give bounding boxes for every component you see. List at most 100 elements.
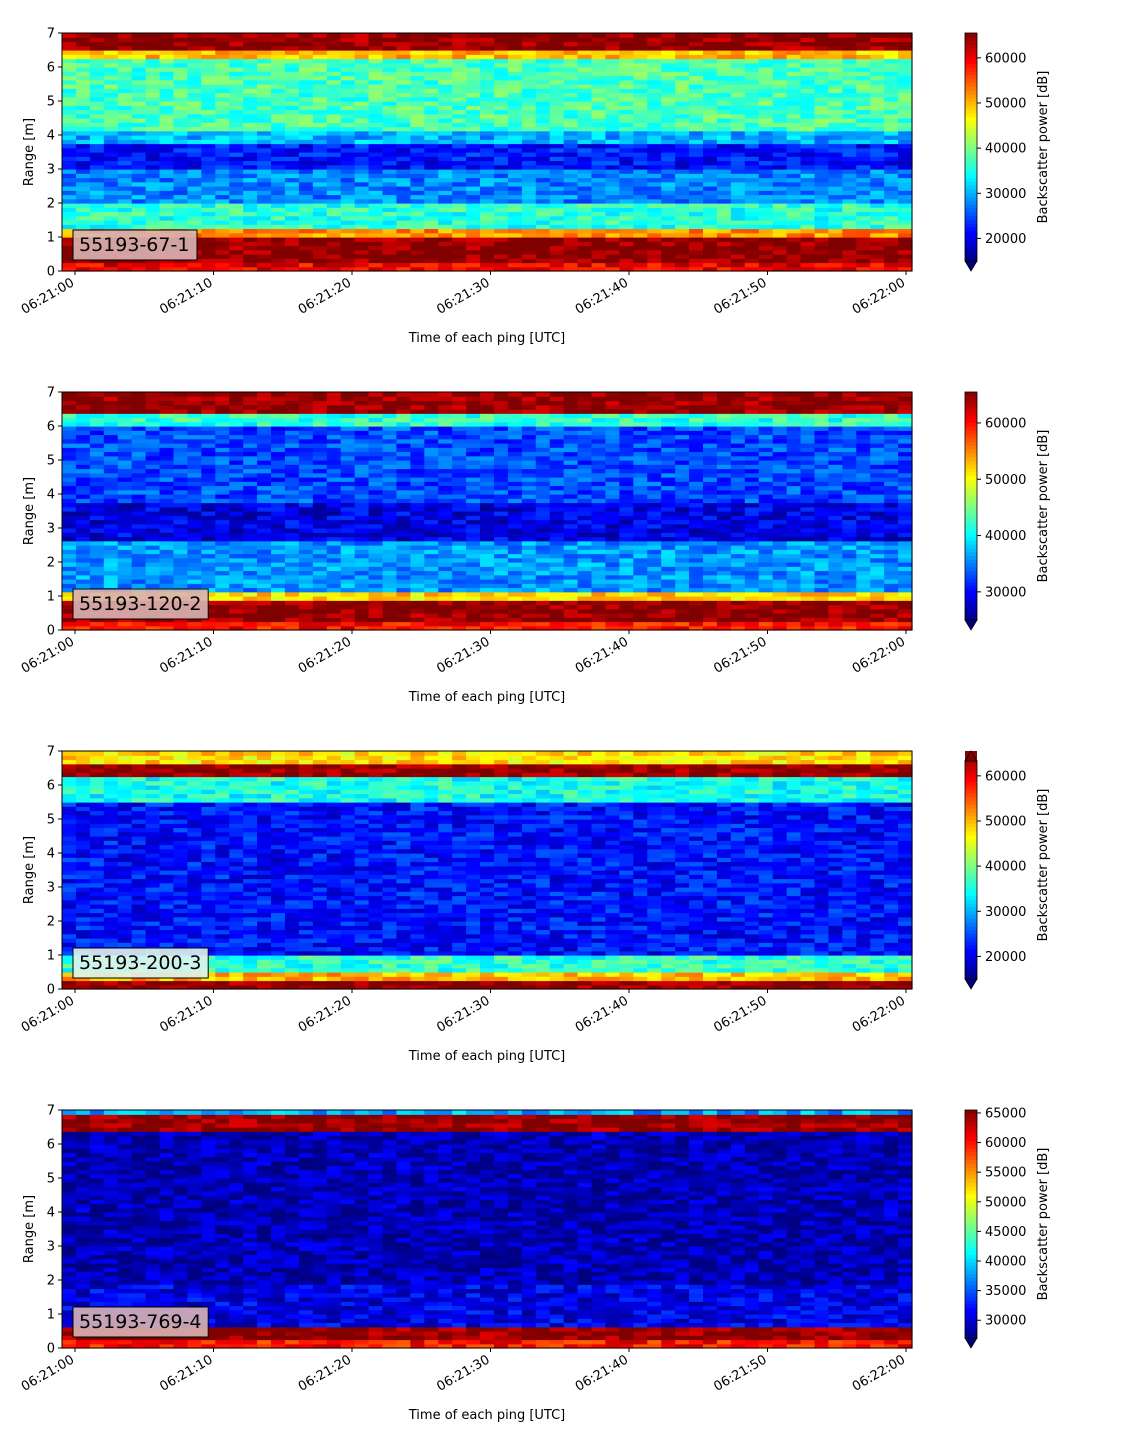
heatmap-cell bbox=[591, 177, 607, 183]
heatmap-cell bbox=[257, 621, 272, 627]
heatmap-cell bbox=[145, 566, 161, 572]
heatmap-cell bbox=[577, 88, 593, 94]
heatmap-cell bbox=[89, 536, 105, 542]
x-tick-label: 06:21:50 bbox=[711, 275, 769, 317]
colorbar-segment bbox=[965, 173, 977, 178]
heatmap-cell bbox=[229, 258, 244, 264]
heatmap-cell bbox=[159, 58, 175, 64]
heatmap-cell bbox=[898, 262, 913, 268]
heatmap-cell bbox=[716, 190, 732, 196]
heatmap-cell bbox=[284, 613, 300, 618]
heatmap-cell bbox=[493, 245, 509, 251]
heatmap-cell bbox=[215, 41, 230, 47]
heatmap-cell bbox=[354, 549, 370, 555]
heatmap-cell bbox=[800, 262, 816, 268]
heatmap-cell bbox=[326, 169, 342, 174]
heatmap-cell bbox=[215, 181, 230, 187]
heatmap-cell bbox=[814, 79, 829, 85]
heatmap-cell bbox=[633, 139, 648, 145]
heatmap-cell bbox=[145, 173, 161, 179]
heatmap-cell bbox=[605, 613, 620, 618]
heatmap-cell bbox=[842, 96, 857, 102]
heatmap-cell bbox=[884, 617, 899, 623]
heatmap-cell bbox=[675, 33, 690, 38]
heatmap-cell bbox=[605, 101, 620, 106]
heatmap-cell bbox=[605, 220, 620, 225]
heatmap-cell bbox=[438, 232, 453, 238]
heatmap-cell bbox=[633, 113, 648, 119]
heatmap-cell bbox=[257, 536, 272, 542]
heatmap-cell bbox=[619, 245, 634, 251]
heatmap-cell bbox=[215, 62, 230, 68]
heatmap-cell bbox=[466, 135, 481, 140]
heatmap-cell bbox=[424, 79, 439, 85]
heatmap-cell bbox=[354, 186, 370, 191]
heatmap-cell bbox=[772, 156, 788, 162]
heatmap-cell bbox=[75, 79, 91, 85]
heatmap-cell bbox=[354, 579, 370, 584]
heatmap-cell bbox=[312, 245, 328, 251]
heatmap-cell bbox=[814, 540, 829, 546]
heatmap-cell bbox=[647, 139, 662, 145]
heatmap-cell bbox=[131, 540, 147, 546]
heatmap-cell bbox=[452, 215, 467, 221]
heatmap-cell bbox=[424, 54, 439, 60]
heatmap-cell bbox=[856, 228, 871, 234]
heatmap-cell bbox=[173, 139, 189, 145]
heatmap-cell bbox=[591, 152, 607, 157]
heatmap-cell bbox=[647, 254, 662, 259]
heatmap-cell bbox=[452, 147, 467, 153]
heatmap-cell bbox=[591, 258, 607, 264]
heatmap-cell bbox=[675, 621, 690, 627]
y-tick-label: 6 bbox=[47, 61, 55, 76]
heatmap-cell bbox=[758, 604, 774, 610]
heatmap-cell bbox=[800, 58, 816, 64]
heatmap-cell bbox=[103, 75, 119, 81]
heatmap-cell bbox=[563, 71, 579, 77]
heatmap-cell bbox=[284, 75, 300, 81]
heatmap-cell bbox=[298, 203, 314, 208]
heatmap-cell bbox=[410, 203, 425, 208]
heatmap-cell bbox=[619, 570, 634, 576]
heatmap-cell bbox=[661, 79, 676, 85]
heatmap-cell bbox=[271, 553, 286, 559]
heatmap-cell bbox=[396, 532, 411, 538]
heatmap-cell bbox=[340, 135, 356, 140]
heatmap-cell bbox=[354, 126, 370, 132]
heatmap-cell bbox=[619, 198, 634, 204]
heatmap-cell bbox=[354, 207, 370, 213]
heatmap-cell bbox=[535, 549, 551, 555]
heatmap-cell bbox=[591, 536, 607, 542]
heatmap-cell bbox=[535, 570, 551, 576]
heatmap-cell bbox=[354, 164, 370, 170]
heatmap-cell bbox=[438, 621, 453, 627]
heatmap-cell bbox=[131, 262, 147, 268]
heatmap-cell bbox=[619, 203, 634, 208]
heatmap-cell bbox=[870, 152, 885, 157]
heatmap-cell bbox=[117, 266, 133, 272]
heatmap-cell bbox=[689, 41, 704, 47]
heatmap-cell bbox=[633, 621, 648, 627]
heatmap-cell bbox=[591, 570, 607, 576]
heatmap-cell bbox=[619, 617, 634, 623]
heatmap-cell bbox=[187, 156, 202, 162]
heatmap-cell bbox=[298, 156, 314, 162]
heatmap-cell bbox=[521, 164, 537, 170]
heatmap-cell bbox=[535, 143, 551, 149]
colorbar-tick-label: 30000 bbox=[985, 187, 1026, 202]
heatmap-cell bbox=[689, 207, 704, 213]
heatmap-cell bbox=[229, 88, 244, 94]
heatmap-cell bbox=[62, 62, 77, 68]
heatmap-cell bbox=[424, 245, 439, 251]
heatmap-cell bbox=[438, 105, 453, 111]
heatmap-cell bbox=[257, 37, 272, 43]
heatmap-cell bbox=[689, 130, 704, 136]
heatmap-cell bbox=[577, 169, 593, 174]
heatmap-cell bbox=[898, 160, 913, 166]
heatmap-cell bbox=[396, 617, 411, 623]
colorbar-segment bbox=[965, 97, 977, 102]
heatmap-cell bbox=[354, 88, 370, 94]
heatmap-cell bbox=[493, 224, 509, 230]
heatmap-cell bbox=[661, 169, 676, 174]
